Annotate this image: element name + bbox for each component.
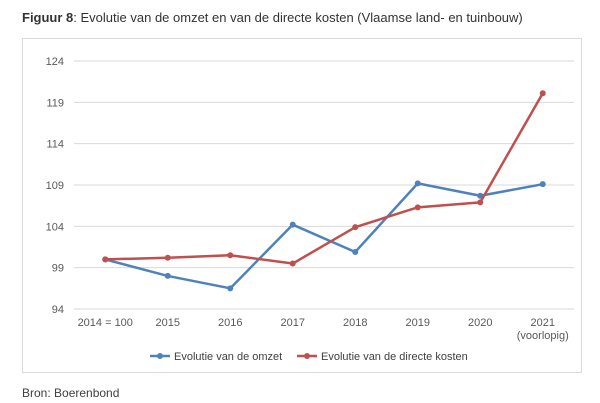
source-note: Bron: Boerenbond [22, 386, 120, 400]
data-point [289, 221, 296, 228]
x-tick-label: 2019 [406, 317, 430, 329]
legend-marker [304, 353, 310, 359]
x-tick-label: 2020 [468, 317, 492, 329]
series-line-2 [105, 92, 544, 265]
y-tick-label: 109 [46, 180, 64, 192]
data-point [227, 285, 234, 292]
y-tick-label: 114 [46, 139, 64, 151]
x-tick-label: 2017 [281, 317, 305, 329]
data-point [164, 254, 171, 261]
x-tick-label: 2016 [218, 317, 242, 329]
legend-label: Evolutie van de omzet [174, 351, 282, 363]
x-tick-label: 2018 [343, 317, 367, 329]
figure-label: Figuur 8 [22, 10, 74, 25]
x-tick-label: 2021 [531, 317, 555, 329]
data-point [289, 260, 296, 267]
y-tick-label: 119 [46, 97, 64, 109]
y-tick-label: 94 [52, 304, 64, 316]
title-text: : Evolutie van de omzet en van de direct… [73, 10, 523, 25]
x-tick-label: 2014 = 100 [78, 317, 133, 329]
legend-label: Evolutie van de directe kosten [321, 351, 468, 363]
data-point [414, 180, 421, 187]
line-chart: 94 99 104 109 114 119 124 2014 = 100 2015 2016 201… [46, 56, 574, 363]
data-point [539, 181, 546, 188]
data-point [164, 272, 171, 279]
x-tick-sublabel: (voorlopig) [517, 330, 569, 342]
x-tick-label: 2015 [156, 317, 180, 329]
legend-marker [157, 353, 163, 359]
chart-title: Figuur 8: Evolutie van de omzet en van d… [22, 10, 523, 25]
data-point [539, 90, 546, 97]
series-line-1 [104, 182, 543, 290]
y-tick-label: 99 [52, 263, 64, 275]
y-tick-label: 104 [46, 221, 64, 233]
data-point [414, 204, 421, 211]
data-point [102, 256, 109, 263]
data-point [352, 248, 359, 255]
data-point [352, 224, 359, 231]
chart-area: 94 99 104 109 114 119 124 2014 = 100 2015 2016 201… [22, 38, 582, 373]
y-tick-label: 124 [46, 56, 64, 68]
data-point [227, 252, 234, 259]
data-point [477, 199, 484, 206]
